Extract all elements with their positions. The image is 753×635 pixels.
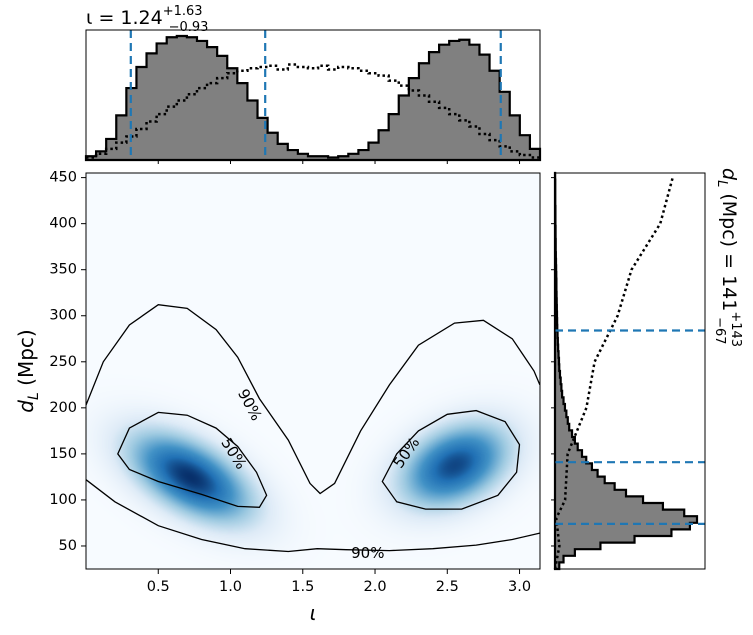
credible-contours — [85, 304, 541, 553]
iota-marginal-panel: ι = 1.24+1.63 −0.93 — [84, 4, 542, 162]
dL-axis-label-main: d — [14, 400, 38, 413]
dL-axis-label: dL (Mpc) — [14, 329, 42, 412]
iota-quantile-lines — [129, 30, 502, 160]
dL-tick-label-6: 350 — [49, 262, 77, 278]
iota-tick-label-1: 1.0 — [219, 579, 242, 595]
iota-tick-label-0: 0.5 — [147, 579, 170, 595]
dL-quantile-lines — [555, 329, 705, 525]
dL-title: dL (Mpc) = 141+143−67 — [712, 168, 743, 347]
dL-tick-label-1: 100 — [49, 492, 77, 508]
joint-frame — [85, 172, 541, 570]
dL-title-rest: (Mpc) = 141 — [718, 187, 740, 311]
contour-50-right — [381, 409, 521, 510]
iota-tick-label-3: 2.0 — [363, 579, 386, 595]
iota-histogram — [84, 34, 542, 162]
iota-axis-ticks: 0.5 1.0 1.5 2.0 2.5 3.0 — [147, 160, 531, 595]
dL-tick-label-2: 150 — [49, 446, 77, 462]
dL-axis-ticks: 50 100 150 200 250 300 350 400 450 — [49, 170, 86, 554]
iota-tick-label-4: 2.5 — [436, 579, 459, 595]
dL-prior-histogram — [553, 177, 674, 570]
dL-tick-label-5: 300 — [49, 308, 77, 324]
contour-label-3: 90% — [351, 544, 384, 562]
dL-title-sub: L — [714, 180, 729, 187]
dL-histogram — [553, 171, 699, 571]
dL-marginal-ticks — [551, 177, 555, 547]
dL-title-plus: +143 — [728, 311, 743, 347]
contour-90-upper — [85, 304, 541, 495]
iota-marginal-frame — [85, 29, 541, 161]
contour-50-left — [117, 411, 268, 508]
dL-tick-label-7: 400 — [49, 216, 77, 232]
dL-tick-label-8: 450 — [49, 170, 77, 186]
dL-marginal-panel: dL (Mpc) = 141+143−67 — [551, 168, 743, 571]
iota-axis-label: ι — [310, 601, 317, 625]
contour-90-lower — [85, 479, 540, 553]
iota-title-minus: −0.93 — [169, 20, 209, 35]
dL-title-main: d — [718, 168, 740, 181]
dL-tick-label-4: 250 — [49, 354, 77, 370]
dL-posterior-histogram — [553, 171, 699, 571]
dL-axis-label-sub: L — [26, 392, 42, 400]
dL-tick-label-3: 200 — [49, 400, 77, 416]
iota-title: ι = 1.24+1.63 −0.93 — [86, 4, 208, 35]
dL-title-minus: −67 — [712, 317, 727, 344]
dL-axis-label-rest: (Mpc) — [14, 329, 38, 392]
iota-title-plus: +1.63 — [163, 4, 203, 19]
joint-density-panel: 90%50%50%90% 0.51.01.52.02.53.0 50100150… — [14, 160, 541, 625]
iota-prior-histogram — [86, 63, 540, 159]
iota-title-main: ι = 1.24 — [86, 7, 163, 29]
iota-posterior-histogram — [84, 34, 542, 162]
iota-tick-label-5: 3.0 — [508, 579, 531, 595]
iota-tick-label-2: 1.5 — [291, 579, 314, 595]
dL-tick-label-0: 50 — [59, 538, 77, 554]
dL-marginal-frame — [554, 172, 706, 570]
